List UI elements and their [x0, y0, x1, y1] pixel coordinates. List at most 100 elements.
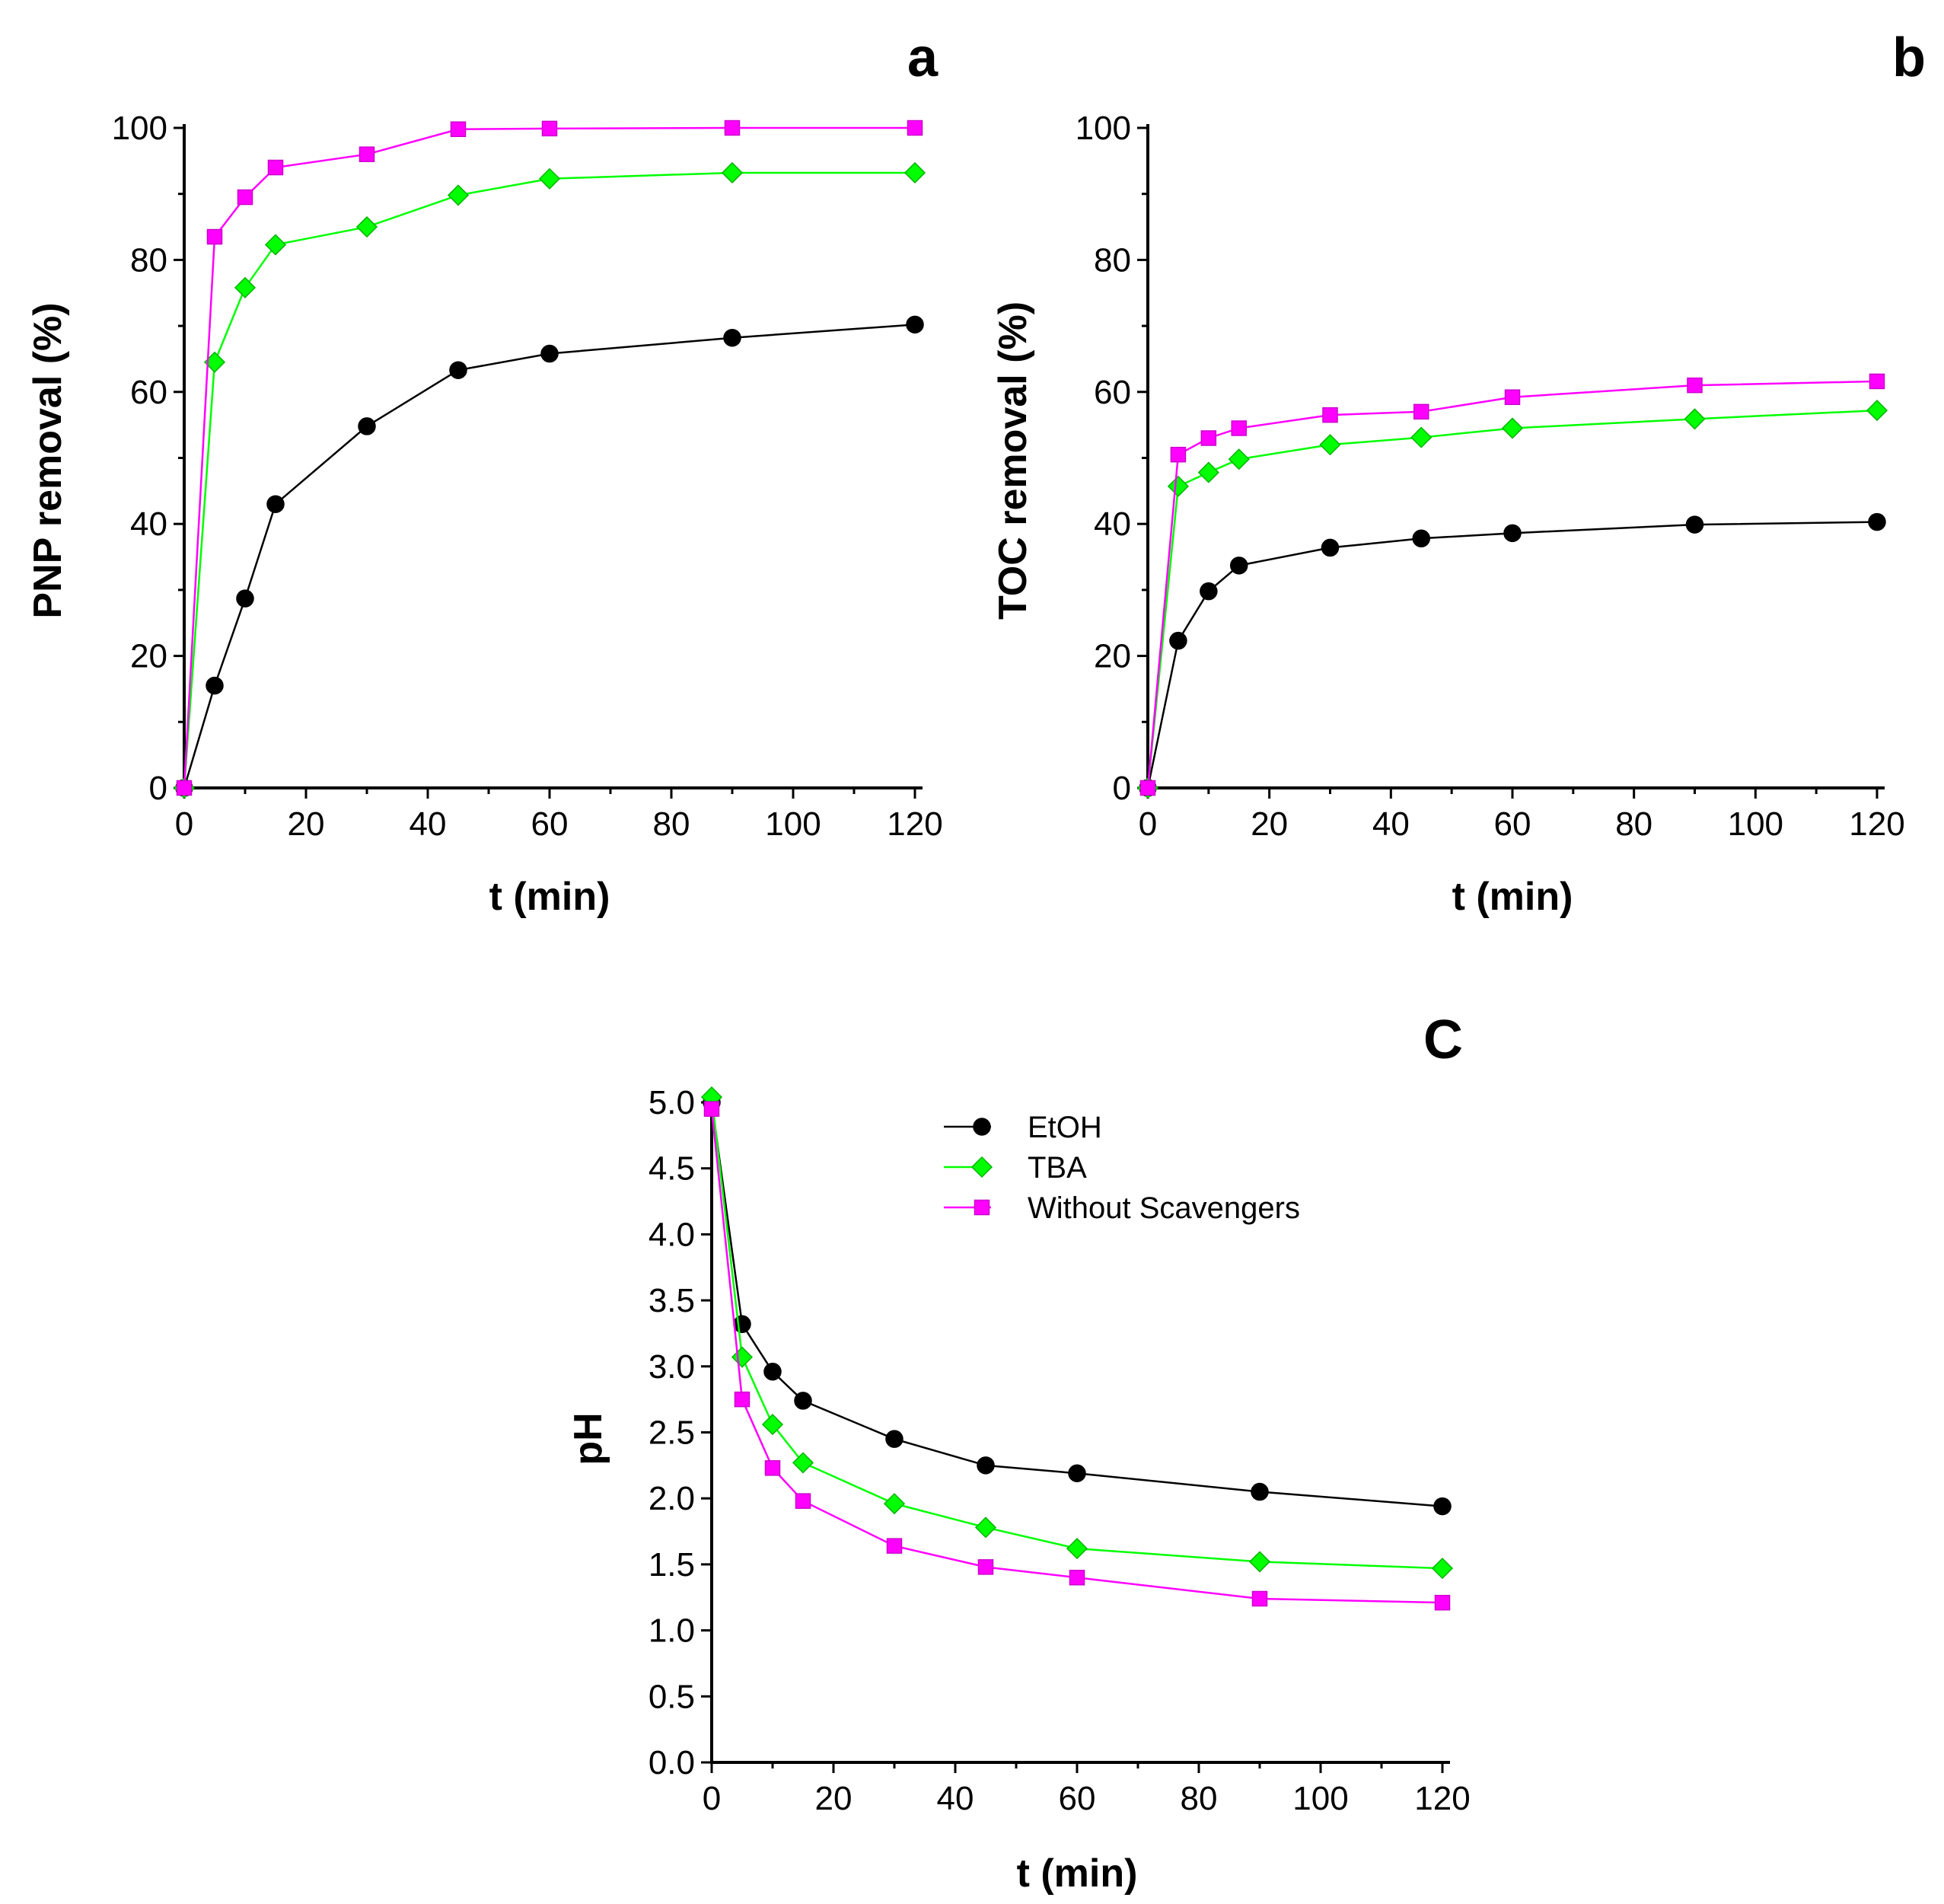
- data-point: [721, 161, 744, 184]
- y-tick-label: 0.5: [649, 1678, 695, 1715]
- data-point: [1866, 400, 1888, 422]
- legend-label: TBA: [1028, 1151, 1087, 1185]
- series-without-scavengers: [703, 1101, 1451, 1611]
- data-point: [449, 361, 467, 379]
- data-point: [1197, 461, 1219, 483]
- data-point: [1685, 515, 1704, 534]
- y-tick-label: 60: [1094, 374, 1131, 411]
- series-line: [1146, 521, 1878, 789]
- data-point: [907, 120, 923, 136]
- data-point: [703, 1101, 720, 1117]
- y-tick-label: 80: [130, 241, 167, 279]
- data-point: [1200, 582, 1218, 601]
- series-without-scavengers: [176, 120, 923, 796]
- x-tick-label: 40: [937, 1780, 974, 1817]
- series-without-scavengers: [1139, 373, 1885, 796]
- legend: EtOH TBA Without Scavengers: [944, 1111, 1300, 1225]
- data-point: [1684, 408, 1706, 430]
- data-point: [355, 215, 378, 238]
- x-tick-label: 120: [1849, 805, 1904, 843]
- x-tick-label: 120: [887, 805, 942, 843]
- data-point: [540, 344, 559, 363]
- panel-label: C: [1423, 1009, 1463, 1070]
- y-tick-label: 2.5: [649, 1414, 695, 1452]
- data-point: [724, 120, 741, 136]
- y-tick-label: 60: [130, 374, 167, 411]
- data-point: [977, 1559, 994, 1575]
- data-point: [1319, 434, 1341, 456]
- y-axis-title: pH: [566, 1412, 610, 1465]
- legend-marker: [974, 1199, 990, 1216]
- data-point: [903, 161, 926, 184]
- data-point: [206, 228, 223, 245]
- y-tick-label: 40: [130, 506, 167, 543]
- data-point: [237, 189, 253, 206]
- series-line: [183, 171, 915, 789]
- x-tick-label: 20: [815, 1780, 852, 1817]
- data-point: [1410, 426, 1433, 448]
- x-tick-label: 120: [1414, 1780, 1470, 1817]
- data-point: [1413, 403, 1429, 420]
- series-line: [1146, 380, 1878, 789]
- data-point: [538, 167, 561, 190]
- data-point: [541, 120, 558, 137]
- y-tick-label: 1.0: [649, 1612, 695, 1650]
- x-tick-label: 0: [175, 805, 193, 843]
- data-point: [733, 1315, 751, 1334]
- panel-label: a: [907, 27, 939, 88]
- y-tick-label: 100: [112, 110, 167, 147]
- data-point: [1321, 538, 1340, 557]
- data-point: [1200, 430, 1217, 446]
- x-axis-title: t (min): [1452, 875, 1573, 919]
- y-axis-title: PNP removal (%): [26, 302, 70, 618]
- data-point: [974, 1517, 997, 1539]
- data-point: [764, 1460, 781, 1476]
- x-axis-title: t (min): [489, 875, 610, 919]
- x-tick-label: 60: [1059, 1780, 1096, 1817]
- data-point: [1431, 1558, 1454, 1580]
- data-point: [266, 495, 285, 513]
- x-tick-label: 60: [531, 805, 569, 843]
- data-point: [234, 276, 257, 298]
- data-point: [1228, 448, 1250, 470]
- data-point: [1068, 1464, 1086, 1483]
- data-point: [1322, 407, 1338, 423]
- y-tick-label: 20: [1094, 638, 1131, 675]
- panel-label: b: [1892, 27, 1926, 88]
- chart-panel-a: 0 20 40 60 80 100 0 20 40 60 80 100 120 t (min) PNP re…: [26, 27, 943, 919]
- data-point: [1251, 1590, 1268, 1607]
- y-tick-label: 3.5: [649, 1282, 695, 1319]
- data-point: [236, 589, 254, 608]
- data-point: [723, 328, 741, 347]
- x-axis-title: t (min): [1017, 1851, 1138, 1896]
- x-tick-label: 0: [703, 1780, 721, 1817]
- data-point: [1230, 557, 1248, 575]
- data-point: [734, 1391, 751, 1408]
- y-tick-label: 2.0: [649, 1480, 695, 1517]
- x-tick-label: 100: [1728, 805, 1783, 843]
- y-tick-label: 5.0: [649, 1084, 695, 1121]
- y-tick-label: 3.0: [649, 1348, 695, 1386]
- series-line: [183, 126, 915, 789]
- y-tick-label: 100: [1076, 110, 1131, 147]
- data-point: [359, 146, 375, 162]
- y-tick-label: 4.5: [649, 1150, 695, 1188]
- legend-marker: [970, 1156, 993, 1178]
- data-point: [1066, 1538, 1088, 1560]
- x-tick-label: 0: [1139, 805, 1157, 843]
- data-point: [206, 676, 224, 695]
- data-point: [1433, 1497, 1452, 1516]
- y-tick-label: 80: [1094, 241, 1131, 279]
- data-point: [1251, 1482, 1269, 1501]
- data-point: [1504, 389, 1521, 405]
- series-etoh: [1139, 512, 1886, 797]
- data-point: [886, 1538, 903, 1554]
- data-point: [795, 1493, 811, 1509]
- data-point: [794, 1392, 812, 1410]
- legend-marker: [973, 1118, 991, 1136]
- data-point: [1501, 417, 1524, 439]
- x-tick-label: 20: [1251, 805, 1288, 843]
- data-point: [450, 121, 467, 137]
- data-point: [264, 234, 287, 256]
- y-tick-label: 0.0: [649, 1744, 695, 1781]
